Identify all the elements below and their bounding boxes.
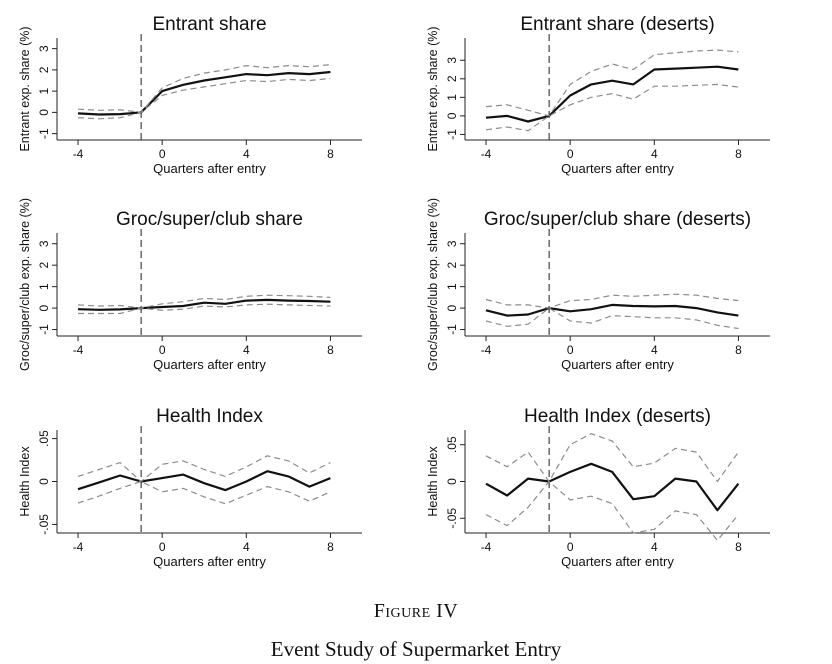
x-tick-label: 4 xyxy=(651,540,658,554)
x-tick-label: 0 xyxy=(567,343,574,357)
lower-ci-line xyxy=(485,480,739,542)
y-axis-label: Entrant exp. share (%) xyxy=(18,26,32,151)
x-tick-label: -4 xyxy=(73,147,84,161)
lower-ci-line xyxy=(485,307,739,330)
y-tick-label: .05 xyxy=(445,436,459,453)
y-tick-label: 1 xyxy=(445,94,459,101)
chart-title: Health Index xyxy=(156,406,263,427)
y-tick-label: 0 xyxy=(37,478,51,485)
x-tick-label: 8 xyxy=(327,343,334,357)
figure-title: Event Study of Supermarket Entry xyxy=(270,637,562,661)
event-study-figure: Entrant share -4 0 4 8 -1 0 1 2 3 Quarters after e… xyxy=(18,14,770,569)
y-tick-label: -1 xyxy=(445,324,459,335)
x-axis-label: Quarters after entry xyxy=(561,161,674,176)
y-axis-label: Health Index xyxy=(426,446,440,517)
x-tick-label: 4 xyxy=(243,147,250,161)
x-tick-label: 4 xyxy=(243,343,250,357)
lower-ci-line xyxy=(77,77,331,120)
y-tick-label: 3 xyxy=(445,240,459,247)
x-tick-label: -4 xyxy=(73,540,84,554)
lower-ci-line xyxy=(77,480,331,505)
y-tick-label: 2 xyxy=(445,75,459,82)
x-tick-label: -4 xyxy=(73,343,84,357)
x-axis-label: Quarters after entry xyxy=(153,357,266,372)
y-tick-label: -1 xyxy=(37,324,51,335)
y-tick-label: 2 xyxy=(37,262,51,269)
point-estimate-line xyxy=(485,65,739,123)
chart-title: Groc/super/club share xyxy=(116,209,303,230)
y-tick-label: .05 xyxy=(37,430,51,447)
y-tick-label: -.05 xyxy=(37,514,51,535)
point-estimate-line xyxy=(485,303,739,317)
point-estimate-line xyxy=(77,298,331,311)
upper-ci-line xyxy=(485,49,739,117)
y-tick-label: 3 xyxy=(37,240,51,247)
chart-panel-6: Health Index (deserts) -4 0 4 8 -.05 0 .05 Quart… xyxy=(426,406,770,569)
x-tick-label: -4 xyxy=(481,343,492,357)
x-tick-label: 0 xyxy=(159,343,166,357)
y-tick-label: 3 xyxy=(37,45,51,52)
chart-title: Entrant share xyxy=(152,14,266,35)
chart-panel-2: Entrant share (deserts) -4 0 4 8 -1 0 1 2 3 Quarte… xyxy=(426,14,770,176)
lower-ci-line xyxy=(485,83,739,132)
x-tick-label: 8 xyxy=(735,540,742,554)
y-tick-label: 0 xyxy=(37,304,51,311)
chart-title: Entrant share (deserts) xyxy=(520,14,714,35)
x-tick-label: 8 xyxy=(735,343,742,357)
y-tick-label: 2 xyxy=(445,262,459,269)
y-tick-label: 0 xyxy=(37,109,51,116)
y-axis-label: Groc/super/club exp. share (%) xyxy=(426,198,440,371)
y-axis-label: Health Index xyxy=(18,446,32,517)
x-axis-label: Quarters after entry xyxy=(153,161,266,176)
x-tick-label: 4 xyxy=(651,147,658,161)
y-tick-label: 2 xyxy=(37,66,51,73)
y-tick-label: 0 xyxy=(445,478,459,485)
figure-label: Figure IV xyxy=(373,600,459,622)
y-tick-label: -1 xyxy=(445,129,459,140)
chart-panel-5: Health Index -4 0 4 8 -.05 0 .05 Quarters after … xyxy=(18,406,362,569)
y-tick-label: 0 xyxy=(445,112,459,119)
x-tick-label: 8 xyxy=(735,147,742,161)
x-axis-label: Quarters after entry xyxy=(561,357,674,372)
upper-ci-line xyxy=(485,293,739,309)
upper-ci-line xyxy=(77,64,331,114)
y-tick-label: 3 xyxy=(445,57,459,64)
upper-ci-line xyxy=(77,294,331,309)
x-tick-label: 4 xyxy=(243,540,250,554)
x-tick-label: 0 xyxy=(567,540,574,554)
upper-ci-line xyxy=(77,455,331,483)
x-tick-label: 0 xyxy=(159,147,166,161)
y-tick-label: 1 xyxy=(37,283,51,290)
chart-panel-3: Groc/super/club share -4 0 4 8 -1 0 1 2 3 Quarters… xyxy=(18,198,362,372)
chart-title: Health Index (deserts) xyxy=(524,406,711,427)
y-axis-label: Groc/super/club exp. share (%) xyxy=(18,198,32,371)
x-tick-label: 8 xyxy=(327,147,334,161)
x-tick-label: 0 xyxy=(159,540,166,554)
y-axis-label: Entrant exp. share (%) xyxy=(426,26,440,151)
y-tick-label: 1 xyxy=(37,87,51,94)
x-tick-label: -4 xyxy=(481,540,492,554)
y-tick-label: -.05 xyxy=(445,508,459,529)
point-estimate-line xyxy=(77,70,331,116)
x-axis-label: Quarters after entry xyxy=(153,554,266,569)
y-tick-label: 0 xyxy=(445,304,459,311)
point-estimate-line xyxy=(485,462,740,512)
chart-panel-1: Entrant share -4 0 4 8 -1 0 1 2 3 Quarters after e… xyxy=(18,14,362,176)
x-axis-label: Quarters after entry xyxy=(561,554,674,569)
figure-caption: Figure IV Event Study of Supermarket Ent… xyxy=(0,598,832,662)
y-tick-label: 1 xyxy=(445,283,459,290)
y-tick-label: -1 xyxy=(37,128,51,139)
x-tick-label: -4 xyxy=(481,147,492,161)
point-estimate-line xyxy=(77,470,331,492)
lower-ci-line xyxy=(78,303,331,315)
chart-panel-4: Groc/super/club share (deserts) -4 0 4 8 -1 0 1… xyxy=(426,198,770,372)
x-tick-label: 8 xyxy=(327,540,334,554)
x-tick-label: 4 xyxy=(651,343,658,357)
upper-ci-line xyxy=(485,433,739,483)
chart-title: Groc/super/club share (deserts) xyxy=(484,209,751,230)
x-tick-label: 0 xyxy=(567,147,574,161)
